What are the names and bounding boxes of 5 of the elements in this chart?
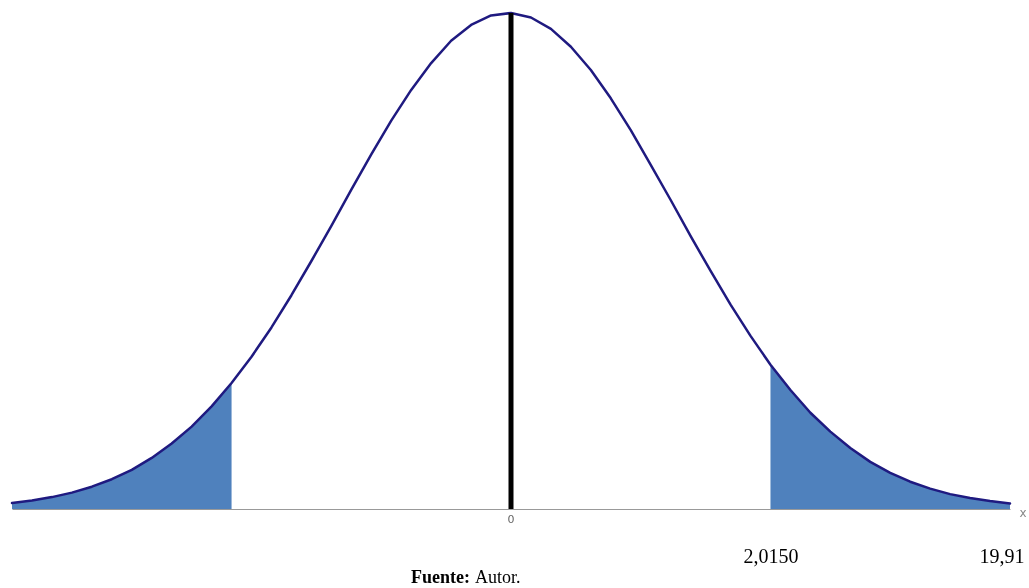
- source-note: Fuente: Autor.: [411, 567, 521, 587]
- text: 0: [507, 513, 515, 526]
- text: 2,0150: [743, 545, 799, 567]
- text: 19,91: [979, 545, 1025, 567]
- x-axis-title: x: [1019, 505, 1027, 520]
